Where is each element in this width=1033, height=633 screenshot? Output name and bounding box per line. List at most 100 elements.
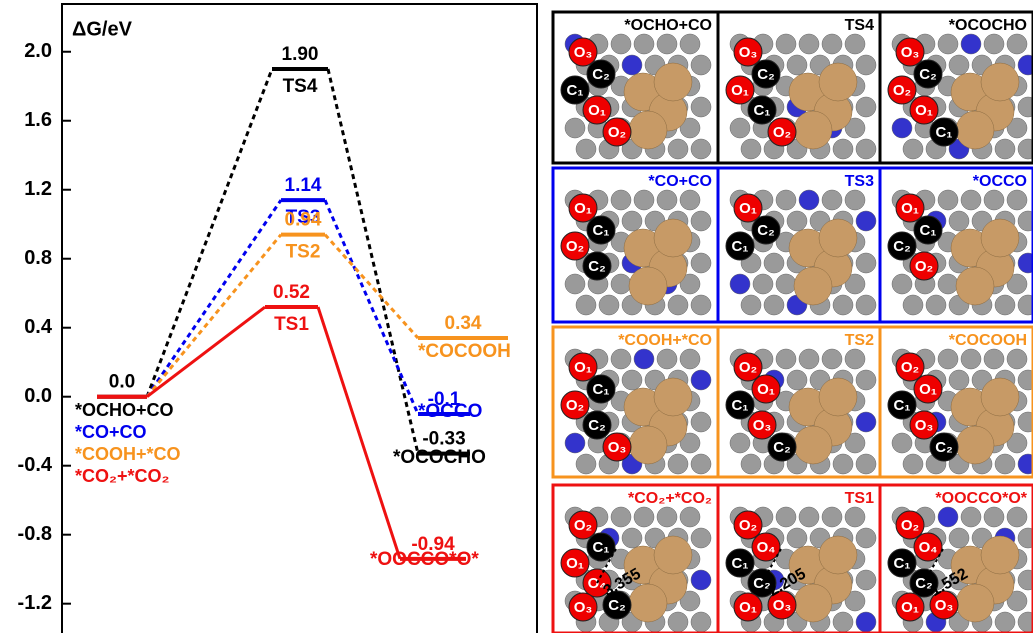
atom-bg [937, 506, 959, 528]
y-tick-label: -0.8 [18, 523, 52, 545]
atom [560, 75, 590, 105]
y-tick-label: 2.0 [24, 40, 52, 62]
atom-label: O₃ [935, 597, 954, 614]
atom-bg [690, 453, 712, 475]
atom [767, 590, 797, 620]
atom-cu [793, 425, 833, 465]
atom-bg [1006, 348, 1028, 370]
atom [602, 117, 632, 147]
atom-cu [818, 218, 858, 258]
atom-bg [621, 369, 643, 391]
atom-bg [763, 294, 785, 316]
atom-bg [656, 348, 678, 370]
atom-bg [679, 590, 701, 612]
atom-bg [1006, 273, 1028, 295]
connector [146, 305, 266, 398]
atom-label: O₂ [773, 124, 791, 141]
atom-bg [891, 432, 913, 454]
atom-bg [621, 210, 643, 232]
atom [909, 410, 939, 440]
atom-bg [575, 138, 597, 160]
atom-label: O₁ [901, 200, 919, 217]
atom-label: C₁ [592, 222, 609, 239]
atom-bg [1017, 294, 1033, 316]
atom-label: O₄ [588, 575, 607, 592]
atom-bg [729, 432, 751, 454]
atom-bg [902, 294, 924, 316]
atom [751, 532, 781, 562]
value-label: 1.14 [285, 175, 322, 196]
atom-label: O₂ [566, 238, 584, 255]
atom-cu [980, 62, 1020, 102]
atom-bg [775, 189, 797, 211]
atom [733, 510, 763, 540]
atom-label: O₃ [753, 417, 772, 434]
atom [733, 37, 763, 67]
atom [887, 548, 917, 578]
atom-bg [983, 33, 1005, 55]
atom-bg [729, 273, 751, 295]
atom [913, 59, 943, 89]
atom [751, 215, 781, 245]
atom-bg [891, 273, 913, 295]
atom-bg [844, 117, 866, 139]
atom-bg [983, 348, 1005, 370]
atom-bg [855, 54, 877, 76]
atom-bg [960, 348, 982, 370]
atom-bg [948, 54, 970, 76]
atom-label: O₃ [608, 439, 627, 456]
atom-bg [844, 189, 866, 211]
atom-label: C₁ [731, 238, 748, 255]
atom-bg [740, 453, 762, 475]
cell-title: *COCOOH [949, 332, 1027, 349]
atom-label: C₂ [592, 66, 610, 83]
atom-bg [855, 411, 877, 433]
state-label: *CO+CO [75, 422, 147, 442]
atom-bg [633, 33, 655, 55]
atom-bg [832, 138, 854, 160]
atom-label: C₂ [753, 575, 771, 592]
connector [145, 68, 274, 398]
atom-label: C₁ [566, 82, 583, 99]
atom-bg [633, 189, 655, 211]
atom-bg [667, 138, 689, 160]
atom-cu [793, 110, 833, 150]
atom-bg [960, 33, 982, 55]
cell-border [878, 166, 1033, 324]
atom [929, 117, 959, 147]
cell-title: *OOCCO*O* [935, 490, 1027, 507]
atom-bg [690, 369, 712, 391]
state-label: *OOCCO*O* [370, 549, 479, 570]
atom-bg [902, 138, 924, 160]
atom [747, 95, 777, 125]
atom-label: O₃ [915, 417, 934, 434]
atom-cu [628, 110, 668, 150]
atom [725, 548, 755, 578]
atom-bg [679, 189, 701, 211]
atom-bg [855, 210, 877, 232]
state-label: TS2 [286, 242, 321, 263]
cell-title: TS3 [845, 173, 874, 190]
state-label: TS1 [274, 314, 309, 335]
atom-label: O₄ [757, 539, 776, 556]
cell-title: *CO+CO [648, 173, 712, 190]
atom-label: O₁ [574, 200, 592, 217]
atom-label: C₂ [773, 439, 791, 456]
value-label: -0.1 [428, 389, 461, 410]
atom [887, 390, 917, 420]
atom-bg [1017, 569, 1033, 591]
atom-bg [610, 189, 632, 211]
state-label: *CO₂+*CO₂ [75, 466, 170, 486]
atom-label: C₂ [588, 417, 606, 434]
atom [560, 390, 590, 420]
atom-cu [793, 266, 833, 306]
atom-label: C₁ [592, 539, 609, 556]
atom-bg [679, 432, 701, 454]
atom-bg [656, 506, 678, 528]
atom-bg [1017, 96, 1033, 118]
atom-bg [1017, 54, 1033, 76]
